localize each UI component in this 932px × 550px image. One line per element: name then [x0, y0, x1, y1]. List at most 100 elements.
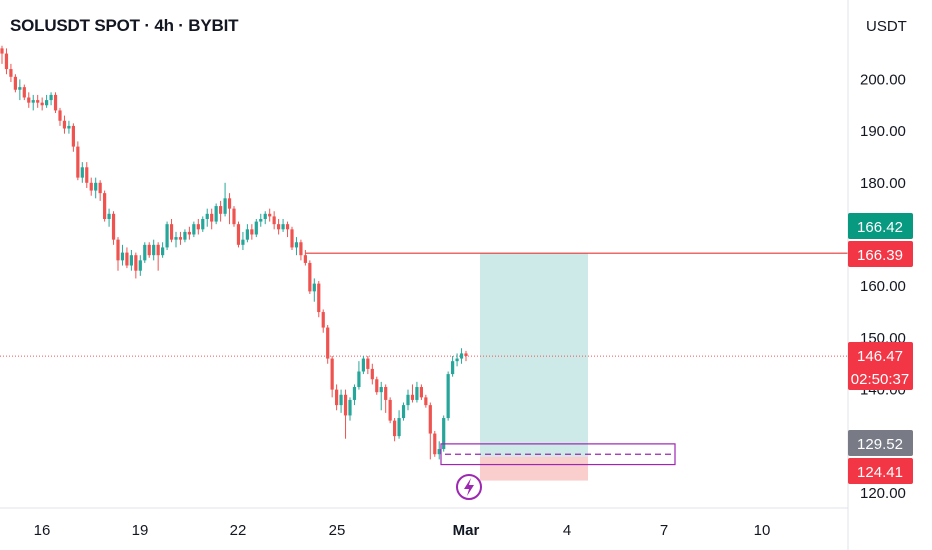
- candle[interactable]: [134, 252, 138, 279]
- candle[interactable]: [156, 242, 160, 271]
- candle[interactable]: [388, 397, 392, 424]
- candle[interactable]: [85, 162, 89, 188]
- candle[interactable]: [80, 162, 84, 183]
- candle[interactable]: [152, 239, 156, 261]
- candle[interactable]: [379, 381, 383, 411]
- candle[interactable]: [397, 410, 401, 439]
- candle[interactable]: [120, 244, 125, 266]
- candle[interactable]: [49, 92, 53, 106]
- candle[interactable]: [446, 371, 450, 421]
- candle[interactable]: [428, 402, 432, 460]
- candle[interactable]: [89, 177, 93, 196]
- candle[interactable]: [442, 415, 446, 452]
- candle[interactable]: [232, 206, 236, 227]
- x-axis[interactable]: 16 19 22 25 Mar 4 7 10: [34, 522, 771, 539]
- candle[interactable]: [27, 92, 31, 108]
- candle[interactable]: [455, 353, 459, 367]
- candle[interactable]: [312, 278, 316, 302]
- candle[interactable]: [410, 384, 415, 403]
- candle[interactable]: [94, 177, 98, 199]
- candle[interactable]: [227, 193, 232, 225]
- candle[interactable]: [67, 120, 71, 134]
- candle[interactable]: [393, 418, 397, 442]
- candle[interactable]: [415, 381, 419, 403]
- lightning-icon[interactable]: [456, 474, 482, 500]
- candle[interactable]: [111, 211, 116, 245]
- candle[interactable]: [183, 229, 187, 243]
- candle[interactable]: [459, 348, 464, 364]
- candle[interactable]: [419, 384, 423, 400]
- candle[interactable]: [254, 218, 258, 238]
- candle[interactable]: [285, 221, 290, 238]
- candle[interactable]: [321, 309, 325, 333]
- candle[interactable]: [317, 281, 321, 318]
- candle[interactable]: [125, 247, 129, 269]
- candle[interactable]: [357, 361, 361, 390]
- candle[interactable]: [0, 45, 4, 64]
- candle[interactable]: [178, 231, 183, 245]
- stop-zone[interactable]: [480, 456, 588, 481]
- candle[interactable]: [98, 180, 102, 201]
- candle[interactable]: [196, 218, 200, 235]
- candle[interactable]: [40, 97, 44, 111]
- candle[interactable]: [263, 211, 267, 225]
- candle[interactable]: [129, 250, 133, 271]
- candle[interactable]: [58, 107, 62, 126]
- candle[interactable]: [303, 250, 307, 266]
- candle[interactable]: [375, 376, 379, 395]
- candle[interactable]: [62, 115, 67, 134]
- candle[interactable]: [384, 384, 388, 413]
- candle[interactable]: [294, 237, 299, 256]
- candle[interactable]: [464, 350, 468, 362]
- candle[interactable]: [13, 74, 17, 93]
- candle[interactable]: [4, 48, 9, 75]
- candle[interactable]: [201, 216, 205, 232]
- candle[interactable]: [259, 213, 263, 227]
- candle[interactable]: [147, 242, 151, 258]
- candle[interactable]: [219, 200, 223, 222]
- candle[interactable]: [214, 203, 218, 225]
- candle[interactable]: [451, 355, 455, 377]
- candle[interactable]: [53, 92, 58, 114]
- candle[interactable]: [187, 226, 191, 240]
- candle[interactable]: [36, 94, 40, 108]
- candle[interactable]: [192, 221, 196, 238]
- candle[interactable]: [308, 260, 312, 294]
- candle[interactable]: [45, 94, 49, 108]
- candle[interactable]: [330, 355, 334, 398]
- candle[interactable]: [299, 239, 303, 261]
- candle[interactable]: [174, 231, 178, 248]
- candle[interactable]: [406, 389, 410, 411]
- candle[interactable]: [210, 208, 214, 230]
- candle[interactable]: [361, 355, 365, 375]
- candle[interactable]: [290, 226, 294, 251]
- candle[interactable]: [339, 389, 343, 413]
- candle[interactable]: [424, 394, 428, 408]
- candle[interactable]: [272, 211, 276, 230]
- candle[interactable]: [236, 221, 241, 248]
- candle[interactable]: [143, 242, 147, 263]
- candle[interactable]: [169, 218, 174, 243]
- candle[interactable]: [277, 218, 281, 235]
- entry-box[interactable]: [440, 443, 676, 466]
- candle[interactable]: [433, 430, 437, 457]
- candle[interactable]: [366, 355, 370, 375]
- candle[interactable]: [161, 242, 165, 258]
- candle[interactable]: [245, 224, 249, 243]
- candle[interactable]: [352, 384, 357, 406]
- candle[interactable]: [223, 182, 227, 217]
- candle[interactable]: [348, 397, 352, 421]
- candle[interactable]: [343, 389, 348, 439]
- candle[interactable]: [281, 218, 285, 232]
- candle[interactable]: [370, 363, 374, 385]
- candle[interactable]: [9, 63, 13, 82]
- candle[interactable]: [138, 255, 142, 276]
- candle[interactable]: [165, 221, 169, 251]
- candle[interactable]: [205, 208, 209, 227]
- candle[interactable]: [71, 123, 75, 152]
- candle[interactable]: [103, 190, 107, 222]
- candle[interactable]: [76, 141, 80, 181]
- candle[interactable]: [401, 402, 406, 421]
- candle[interactable]: [335, 384, 339, 411]
- candle[interactable]: [22, 84, 26, 101]
